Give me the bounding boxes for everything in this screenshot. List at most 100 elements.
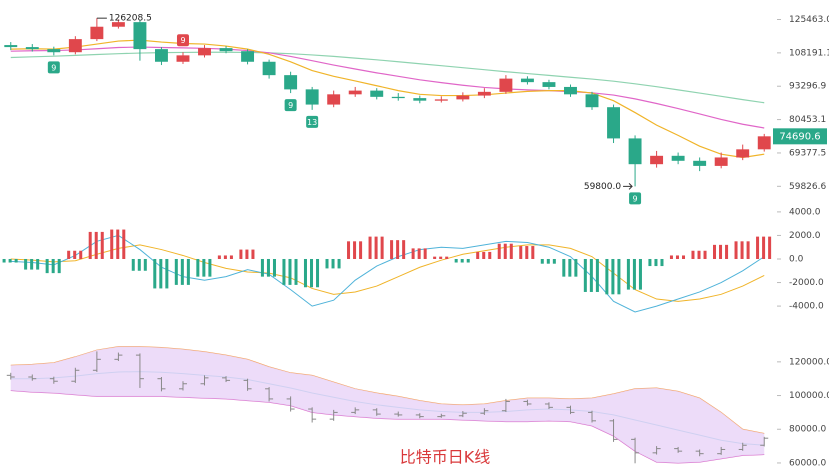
td-mark (629, 192, 642, 205)
candle-body (736, 149, 750, 158)
y-tick-label: 125463.0 (789, 15, 829, 25)
macd-bar (353, 241, 357, 259)
candle-body (47, 49, 61, 53)
macd-bar (439, 256, 443, 259)
y-tick-label: 0.0 (789, 254, 804, 264)
candle-body (155, 49, 168, 62)
macd-bar (703, 250, 707, 259)
macd-bar (73, 250, 77, 259)
last-price: 74690.6 (779, 131, 820, 142)
candle-body (111, 22, 125, 27)
macd-bar (740, 241, 744, 259)
macd-bar (245, 249, 249, 259)
y-tick-label: 108191.1 (789, 48, 829, 58)
macd-bar (100, 231, 104, 259)
macd-bar (552, 258, 556, 264)
macd-bar (30, 258, 34, 270)
macd-bar (2, 258, 6, 263)
macd-bar (605, 258, 609, 295)
macd-bar (202, 258, 206, 277)
macd-bar (638, 258, 642, 290)
candle-body (628, 138, 642, 165)
macd-bar (669, 255, 673, 259)
annotation-arrow (623, 183, 633, 190)
macd-bar (131, 258, 135, 271)
macd-bar (509, 243, 513, 259)
macd-bar (482, 251, 486, 259)
macd-bar (88, 231, 92, 259)
candle-body (327, 94, 341, 105)
macd-bar (153, 258, 157, 289)
macd-bar (503, 243, 507, 259)
candle-body (370, 90, 384, 97)
macd-bar (682, 255, 686, 259)
macd-bar (466, 258, 470, 263)
macd-bar (45, 258, 49, 274)
candle-body (241, 51, 255, 62)
layer (2, 229, 772, 295)
layer (6, 346, 769, 464)
macd-bar (337, 258, 341, 269)
macd-bar (380, 236, 384, 259)
macd-bar (94, 231, 98, 259)
macd-bar (8, 258, 12, 263)
td-mark (47, 61, 60, 74)
candle-body (219, 48, 233, 52)
macd-bar (546, 258, 550, 264)
candle-body (714, 157, 728, 166)
macd-bar (24, 258, 28, 270)
layer: 126208.5 59800.0 9 9 9 13 9 74690.6 (4, 14, 827, 205)
annotation: 59800.0 (584, 182, 621, 192)
macd-bar (525, 246, 529, 259)
candle-body (284, 75, 298, 90)
macd-bar (347, 241, 351, 259)
td-mark (176, 34, 189, 47)
macd-bar (143, 258, 147, 271)
candle-body (133, 22, 147, 50)
candle-body (456, 95, 470, 100)
macd-bar (260, 258, 264, 277)
indicator-line (10, 234, 765, 313)
macd-bar (734, 241, 738, 259)
macd-bar (294, 258, 298, 285)
macd-bar (288, 258, 292, 285)
macd-bar (310, 258, 314, 288)
macd-bar (756, 236, 760, 259)
macd-bar (445, 256, 449, 259)
macd-bar (374, 236, 378, 259)
y-tick-label: 60000.0 (789, 458, 826, 468)
macd-bar (51, 258, 55, 274)
macd-bar (229, 255, 233, 259)
y-tick-label: 93296.9 (789, 82, 826, 92)
macd-bar (589, 258, 593, 292)
macd-bar (713, 244, 717, 259)
macd-bar (762, 236, 766, 259)
band-fill (10, 346, 765, 463)
indicator-line (10, 51, 765, 104)
macd-bar (57, 258, 61, 274)
macd-bar (691, 250, 695, 259)
macd-bar (390, 240, 394, 259)
candle-body (585, 94, 599, 108)
candle-body (413, 98, 427, 101)
macd-bar (675, 255, 679, 259)
macd-bar (272, 258, 276, 277)
td-mark-label: 9 (288, 101, 293, 110)
candle-body (4, 45, 18, 48)
indicator-line (10, 39, 765, 159)
macd-bar (648, 258, 652, 267)
macd-bar (460, 258, 464, 263)
macd-bar (411, 248, 415, 259)
macd-bar (654, 258, 658, 267)
macd-bar (14, 258, 18, 263)
candle-body (391, 96, 405, 99)
macd-bar (725, 244, 729, 259)
candle-body (434, 99, 448, 101)
macd-bar (266, 258, 270, 277)
macd-bar (282, 258, 286, 285)
td-mark-label: 9 (633, 194, 638, 203)
macd-bar (660, 258, 664, 267)
macd-bar (746, 241, 750, 259)
macd-bar (396, 240, 400, 259)
macd-bar (36, 258, 40, 270)
